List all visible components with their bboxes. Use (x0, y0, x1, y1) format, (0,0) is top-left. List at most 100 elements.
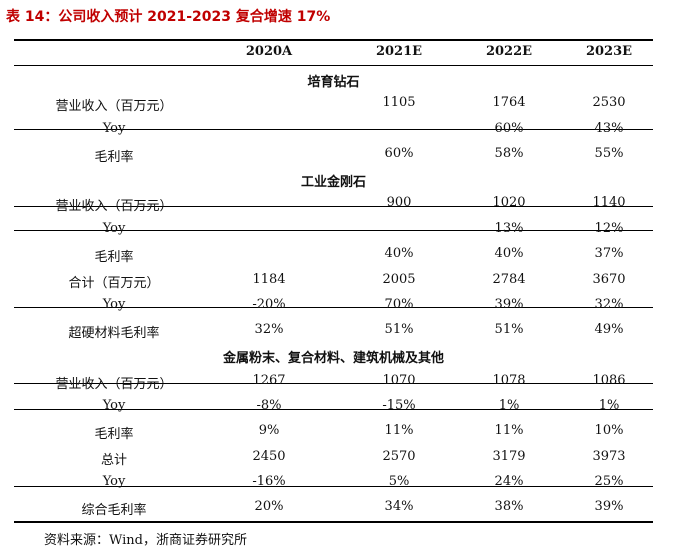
section-header-row: 培育钻石 (14, 68, 653, 92)
section-header-row: 工业金刚石 (14, 168, 653, 192)
table-cell: 1% (498, 398, 520, 413)
row-divider (14, 65, 653, 66)
bottom-rule (14, 521, 653, 523)
row-label: 超硬材料毛利率 (68, 326, 160, 341)
table-cell: 38% (494, 499, 524, 514)
section-label: 培育钻石 (307, 75, 360, 90)
table-cell: 900 (386, 195, 412, 210)
row-divider (14, 486, 653, 487)
table-cell: 70% (384, 297, 414, 312)
table-cell: -15% (382, 398, 416, 413)
table-cell: 2450 (252, 449, 286, 464)
table-cell: 24% (494, 474, 524, 489)
table-cell: 1086 (592, 373, 626, 388)
table-cell: 1% (598, 398, 620, 413)
table-cell: 51% (384, 322, 414, 337)
row-label: 综合毛利率 (81, 503, 147, 518)
table-cell: 60% (494, 121, 524, 136)
table-row: 综合毛利率 20% 34% 38% 39% (14, 496, 653, 520)
table-cell: 2005 (382, 272, 416, 287)
table-row: 总计 2450 2570 3179 3973 (14, 446, 653, 470)
table-row: 毛利率 40% 40% 37% (14, 243, 653, 267)
section-header-row: 金属粉末、复合材料、建筑机械及其他 (14, 344, 653, 368)
table-cell: 40% (494, 246, 524, 261)
row-label: 营业收入（百万元） (55, 199, 173, 214)
table-cell: 3973 (592, 449, 626, 464)
row-divider (14, 383, 653, 384)
table-cell: -8% (256, 398, 282, 413)
row-label: Yoy (102, 398, 126, 413)
table-cell: 1070 (382, 373, 416, 388)
table-cell: -16% (252, 474, 286, 489)
table-cell: -20% (252, 297, 286, 312)
table-cell: 1020 (492, 195, 526, 210)
row-label: Yoy (102, 221, 126, 236)
table-cell: 11% (384, 423, 414, 438)
table-row: Yoy -20% 70% 39% 32% (14, 294, 653, 318)
row-divider (14, 129, 653, 130)
table-cell: 39% (594, 499, 624, 514)
table-cell: 49% (594, 322, 624, 337)
row-label: 总计 (100, 453, 127, 468)
table-row: 毛利率 9% 11% 11% 10% (14, 420, 653, 444)
table-cell: 32% (254, 322, 284, 337)
table-row: Yoy 60% 43% (14, 118, 653, 142)
table-cell: 40% (384, 246, 414, 261)
table-row: Yoy 13% 12% (14, 218, 653, 242)
row-label: 毛利率 (94, 150, 134, 165)
header-row: 2020A 2021E 2022E 2023E (14, 41, 653, 65)
table-cell: 2570 (382, 449, 416, 464)
table-cell: 1105 (382, 95, 416, 110)
row-label: 营业收入（百万元） (55, 99, 173, 114)
row-divider (14, 307, 653, 308)
row-divider (14, 409, 653, 410)
header-cell: 2022E (485, 44, 533, 59)
table-cell: 11% (494, 423, 524, 438)
table-row: 营业收入（百万元） 900 1020 1140 (14, 192, 653, 216)
table-row: 合计（百万元） 1184 2005 2784 3670 (14, 269, 653, 293)
table-cell: 43% (594, 121, 624, 136)
table-cell: 51% (494, 322, 524, 337)
row-label: 合计（百万元） (68, 276, 160, 291)
table-cell: 3179 (492, 449, 526, 464)
table-cell: 32% (594, 297, 624, 312)
table-cell: 9% (258, 423, 280, 438)
table-cell: 1267 (252, 373, 286, 388)
table-row: Yoy -8% -15% 1% 1% (14, 395, 653, 419)
table-cell: 1184 (252, 272, 286, 287)
row-divider (14, 230, 653, 231)
table-cell: 37% (594, 246, 624, 261)
table-cell: 1764 (492, 95, 526, 110)
row-divider (14, 206, 653, 207)
table-cell: 3670 (592, 272, 626, 287)
header-cell: 2020A (245, 44, 293, 59)
table-row: 毛利率 60% 58% 55% (14, 143, 653, 167)
row-label: Yoy (102, 121, 126, 136)
source-note: 资料来源：Wind，浙商证券研究所 (44, 533, 247, 548)
header-cell: 2021E (375, 44, 423, 59)
table-cell: 39% (494, 297, 524, 312)
table-cell: 12% (594, 221, 624, 236)
section-label: 工业金刚石 (300, 175, 366, 190)
table-row: 超硬材料毛利率 32% 51% 51% 49% (14, 319, 653, 343)
table-cell: 1078 (492, 373, 526, 388)
table-row: 营业收入（百万元） 1267 1070 1078 1086 (14, 370, 653, 394)
table-cell: 55% (594, 146, 624, 161)
header-cell: 2023E (585, 44, 633, 59)
table-cell: 2530 (592, 95, 626, 110)
row-label: 毛利率 (94, 250, 134, 265)
table-title: 表 14：公司收入预计 2021-2023 复合增速 17% (6, 9, 331, 25)
table-cell: 25% (594, 474, 624, 489)
row-label: Yoy (102, 474, 126, 489)
table-cell: 5% (388, 474, 410, 489)
table-cell: 60% (384, 146, 414, 161)
table-cell: 10% (594, 423, 624, 438)
table-cell: 2784 (492, 272, 526, 287)
table-cell: 34% (384, 499, 414, 514)
table-row: 营业收入（百万元） 1105 1764 2530 (14, 92, 653, 116)
table-cell: 1140 (592, 195, 626, 210)
section-label: 金属粉末、复合材料、建筑机械及其他 (222, 351, 444, 366)
row-label: Yoy (102, 297, 126, 312)
table-cell: 20% (254, 499, 284, 514)
row-label: 营业收入（百万元） (55, 377, 173, 392)
